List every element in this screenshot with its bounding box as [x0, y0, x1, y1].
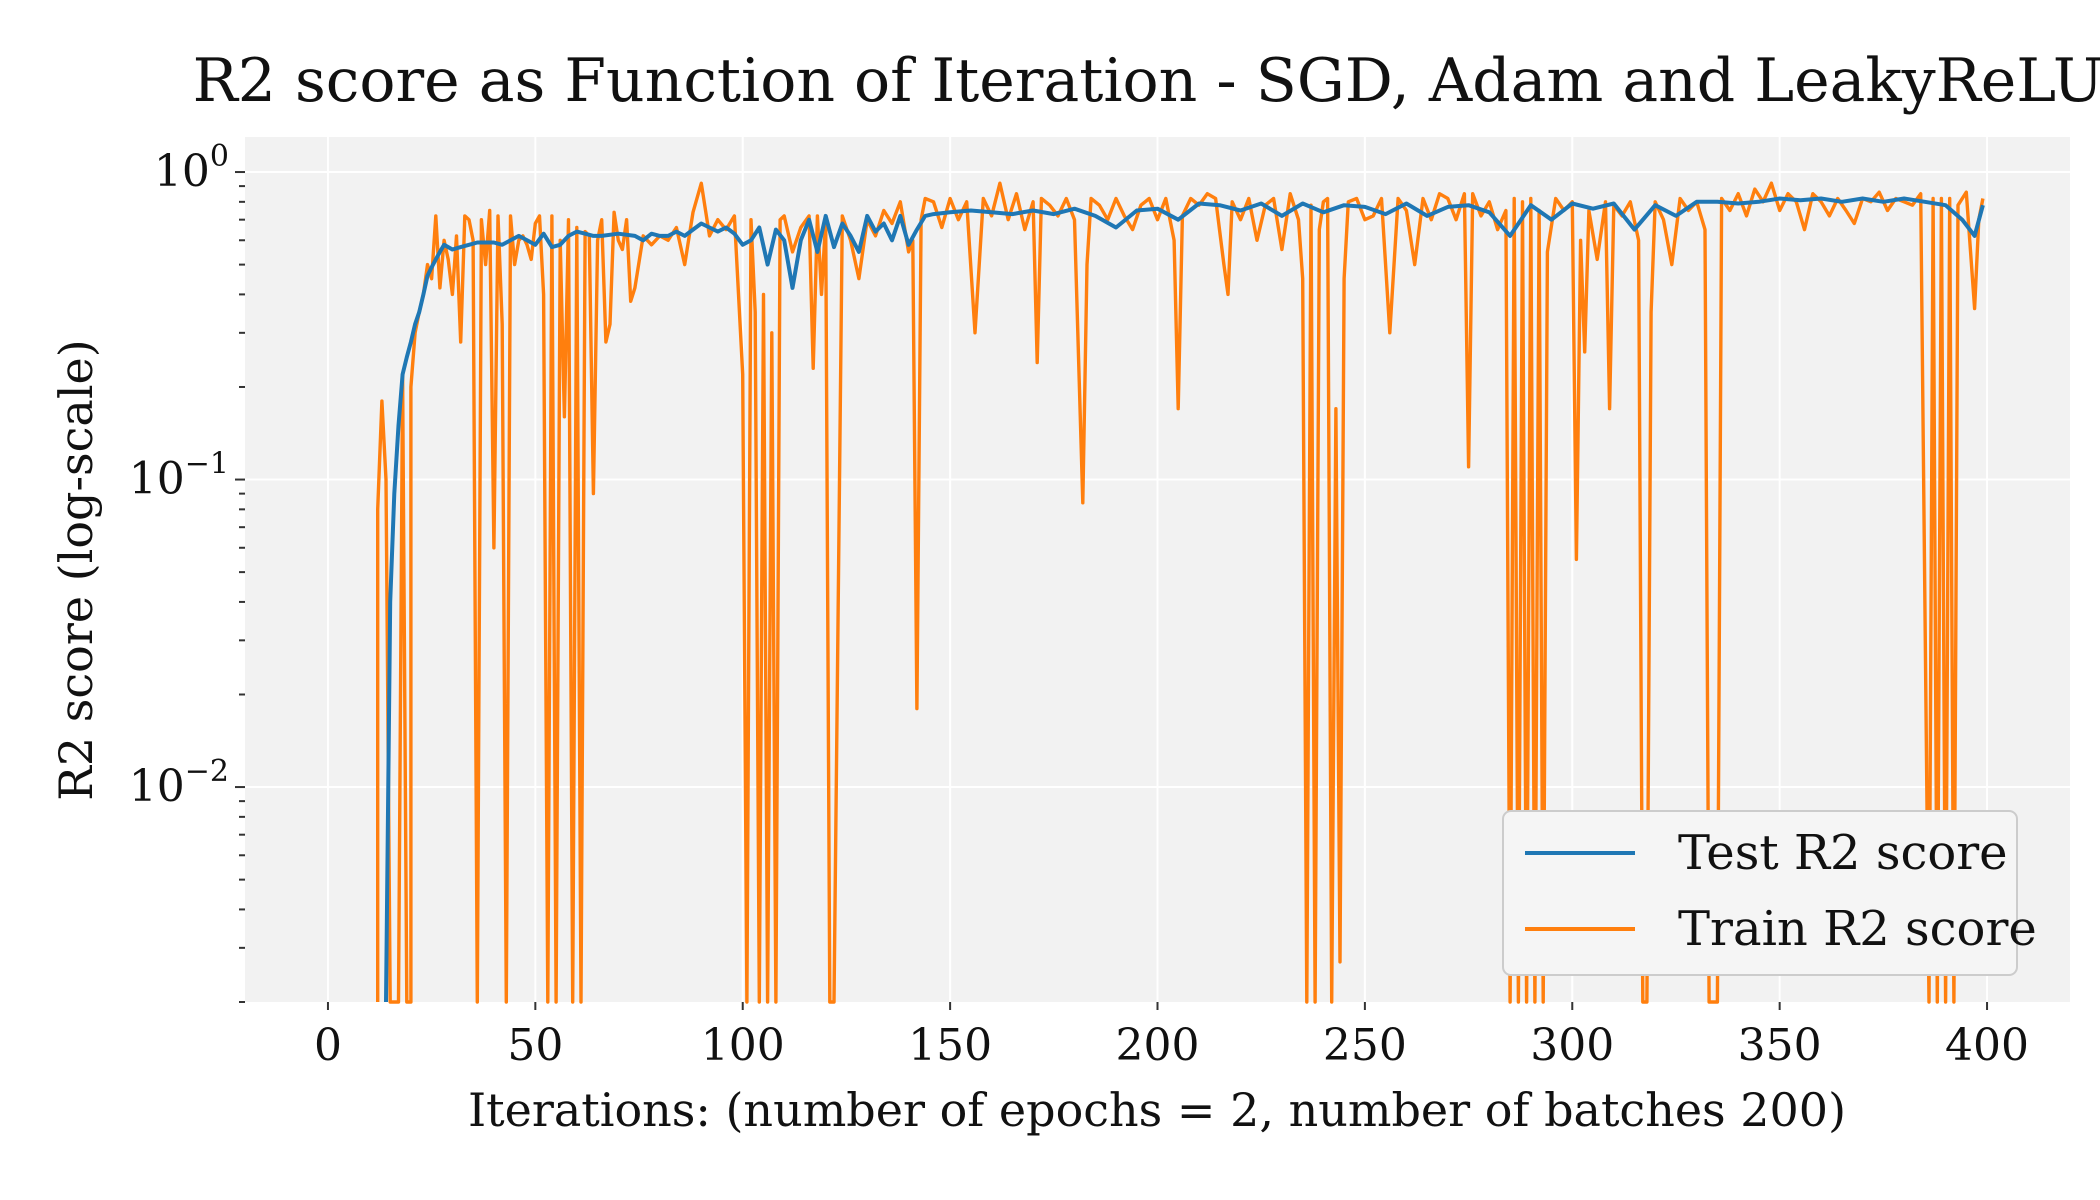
y-tick-label: 10−2 — [129, 754, 229, 812]
legend: Test R2 score Train R2 score — [1502, 810, 2037, 976]
x-tick-label: 50 — [507, 1020, 563, 1071]
x-tick-label: 150 — [908, 1020, 992, 1071]
y-tick-label: 10−1 — [129, 447, 229, 505]
x-tick-label: 300 — [1530, 1020, 1614, 1071]
x-tick-label: 250 — [1323, 1020, 1407, 1071]
x-tick-label: 100 — [701, 1020, 785, 1071]
legend-label-train: Train R2 score — [1678, 901, 2037, 957]
legend-label-test: Test R2 score — [1678, 825, 2008, 881]
x-axis-ticks: 0 50 100 150 200 250 300 350 400 — [314, 1002, 2029, 1071]
x-tick-label: 0 — [314, 1020, 342, 1071]
series-layer — [376, 181, 1985, 1004]
chart-title: R2 score as Function of Iteration - SGD,… — [193, 46, 2100, 116]
x-axis-label: Iterations: (number of epochs = 2, numbe… — [468, 1083, 1846, 1137]
series-line-train — [376, 181, 1985, 1004]
x-tick-label: 400 — [1945, 1020, 2029, 1071]
series-line-test — [384, 196, 1985, 1003]
y-axis-label: R2 score (log-scale) — [49, 339, 103, 800]
y-axis-ticks: 100 10−1 10−2 — [129, 139, 245, 1003]
x-tick-label: 200 — [1116, 1020, 1200, 1071]
x-tick-label: 350 — [1738, 1020, 1822, 1071]
y-tick-label: 100 — [154, 139, 229, 197]
